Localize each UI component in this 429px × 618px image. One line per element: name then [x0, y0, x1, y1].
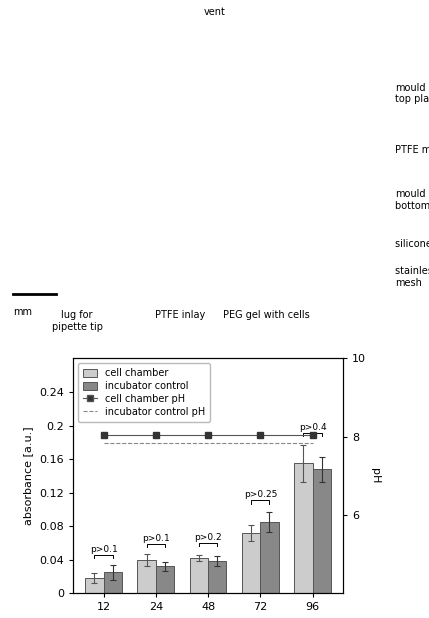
- Text: stainless steel
mesh: stainless steel mesh: [395, 266, 429, 288]
- Text: p>0.1: p>0.1: [90, 545, 118, 554]
- Bar: [208, 561, 227, 593]
- Text: PTFE membrane: PTFE membrane: [395, 145, 429, 155]
- Text: mm: mm: [13, 307, 32, 317]
- Bar: [137, 560, 156, 593]
- Text: p>0.2: p>0.2: [194, 533, 222, 542]
- Bar: [156, 567, 174, 593]
- Text: p>0.4: p>0.4: [299, 423, 326, 432]
- Bar: [294, 464, 313, 593]
- Bar: [190, 558, 208, 593]
- Y-axis label: pH: pH: [370, 468, 380, 483]
- Text: silicone spacer: silicone spacer: [395, 239, 429, 248]
- Bar: [85, 578, 103, 593]
- Text: vent: vent: [204, 7, 225, 17]
- Text: PTFE inlay: PTFE inlay: [155, 310, 205, 320]
- Bar: [313, 469, 331, 593]
- Text: p>0.25: p>0.25: [244, 490, 277, 499]
- Text: p>0.1: p>0.1: [142, 534, 169, 543]
- Text: PEG gel with cells: PEG gel with cells: [223, 310, 309, 320]
- Y-axis label: absorbance [a.u.]: absorbance [a.u.]: [24, 426, 33, 525]
- Bar: [242, 533, 260, 593]
- Bar: [260, 522, 279, 593]
- Text: mould
bottom plate: mould bottom plate: [395, 190, 429, 211]
- Bar: [103, 572, 122, 593]
- Legend: cell chamber, incubator control, cell chamber pH, incubator control pH: cell chamber, incubator control, cell ch…: [78, 363, 210, 421]
- Text: lug for
pipette tip: lug for pipette tip: [52, 310, 103, 332]
- Text: mould
top plate: mould top plate: [395, 83, 429, 104]
